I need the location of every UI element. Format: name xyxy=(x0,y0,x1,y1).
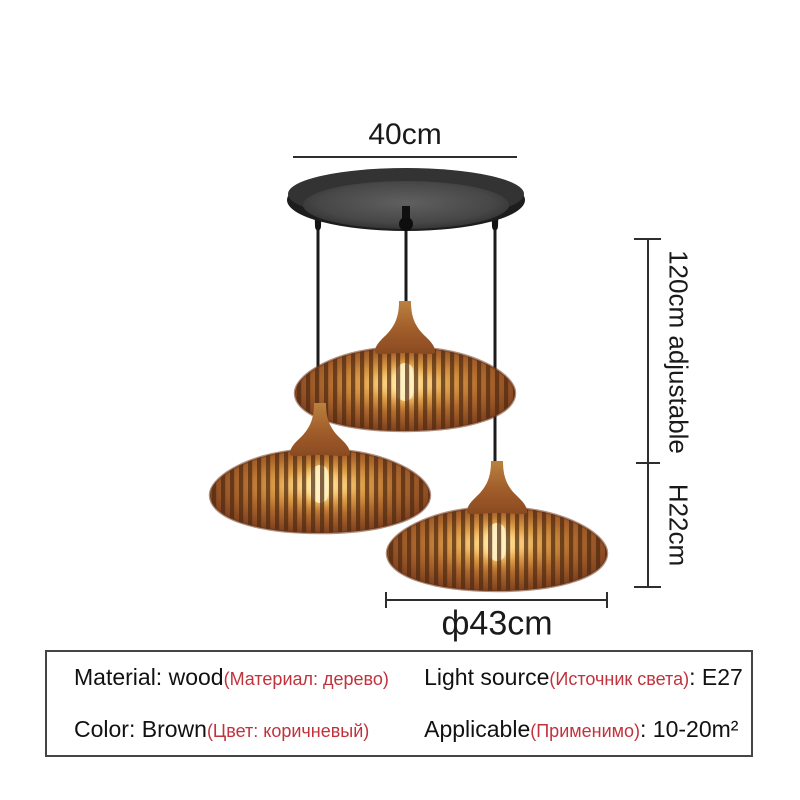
dim-diameter-label: ф43cm xyxy=(441,604,553,643)
dim-shade-height-label: H22cm xyxy=(663,483,694,567)
spec-applicable-value: : 10-20m² xyxy=(640,715,739,742)
spec-light-translation: (Источник света) xyxy=(549,669,690,690)
lamp-top xyxy=(293,299,517,433)
dim-height-cap-bottom xyxy=(634,586,661,588)
center-knob xyxy=(399,217,413,231)
spec-table: Material: wood(Материал: дерево) Light s… xyxy=(45,650,753,757)
spec-light-value: : E27 xyxy=(689,664,743,691)
center-stem xyxy=(402,206,410,222)
spec-applicable-label: Applicable xyxy=(424,715,531,742)
dim-hanging-height-label: 120cm adjustable xyxy=(663,250,694,454)
spec-material-translation: (Материал: дерево) xyxy=(223,669,389,690)
ceiling-plate xyxy=(287,168,525,231)
spec-light-label: Light source xyxy=(424,664,550,691)
spec-material-label: Material: wood xyxy=(74,664,224,691)
spec-cell-material: Material: wood(Материал: дерево) xyxy=(47,664,420,691)
spec-cell-light-source: Light source(Источник света): E27 xyxy=(420,664,751,691)
dim-diameter-line xyxy=(385,599,608,601)
spec-cell-applicable: Applicable(Применимо): 10-20m² xyxy=(420,716,751,743)
dim-height-cap-mid xyxy=(636,462,660,464)
spec-cell-color: Color: Brown(Цвет: коричневый) xyxy=(47,716,420,743)
dim-diameter-cap-right xyxy=(606,592,608,608)
dim-height-line xyxy=(647,239,649,587)
spec-color-translation: (Цвет: коричневый) xyxy=(206,720,370,741)
dim-width-label: 40cm xyxy=(368,118,442,151)
pendant-lamp-illustration xyxy=(208,168,609,593)
dim-diameter-cap-left xyxy=(385,592,387,608)
spec-color-label: Color: Brown xyxy=(74,715,207,742)
dim-width-line xyxy=(293,156,517,158)
dim-height-cap-top xyxy=(634,238,661,240)
spec-applicable-translation: (Применимо) xyxy=(530,720,641,741)
